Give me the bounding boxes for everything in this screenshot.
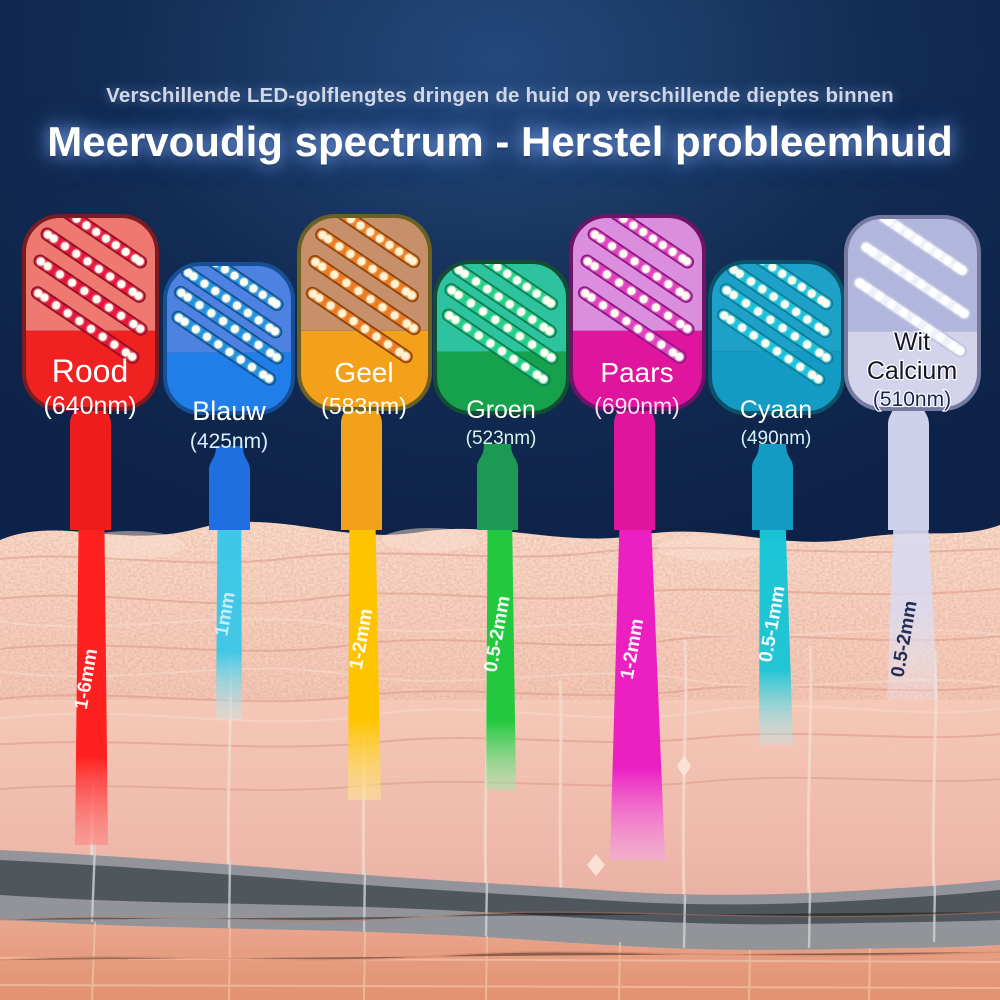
svg-text:Blauw: Blauw xyxy=(192,396,266,426)
svg-text:(490nm): (490nm) xyxy=(741,428,812,449)
svg-text:Wit: Wit xyxy=(894,328,930,356)
svg-text:(425nm): (425nm) xyxy=(190,430,268,453)
svg-text:(583nm): (583nm) xyxy=(321,393,407,419)
svg-text:Rood: Rood xyxy=(52,353,129,389)
svg-text:(510nm): (510nm) xyxy=(873,388,951,411)
svg-text:(640nm): (640nm) xyxy=(43,392,136,420)
svg-text:Geel: Geel xyxy=(334,357,393,388)
svg-text:Paars: Paars xyxy=(600,357,673,388)
svg-text:Cyaan: Cyaan xyxy=(740,396,812,424)
svg-text:(523nm): (523nm) xyxy=(466,428,537,449)
svg-text:(690nm): (690nm) xyxy=(594,393,680,419)
svg-text:Calcium: Calcium xyxy=(867,357,957,385)
svg-text:Groen: Groen xyxy=(466,396,535,424)
